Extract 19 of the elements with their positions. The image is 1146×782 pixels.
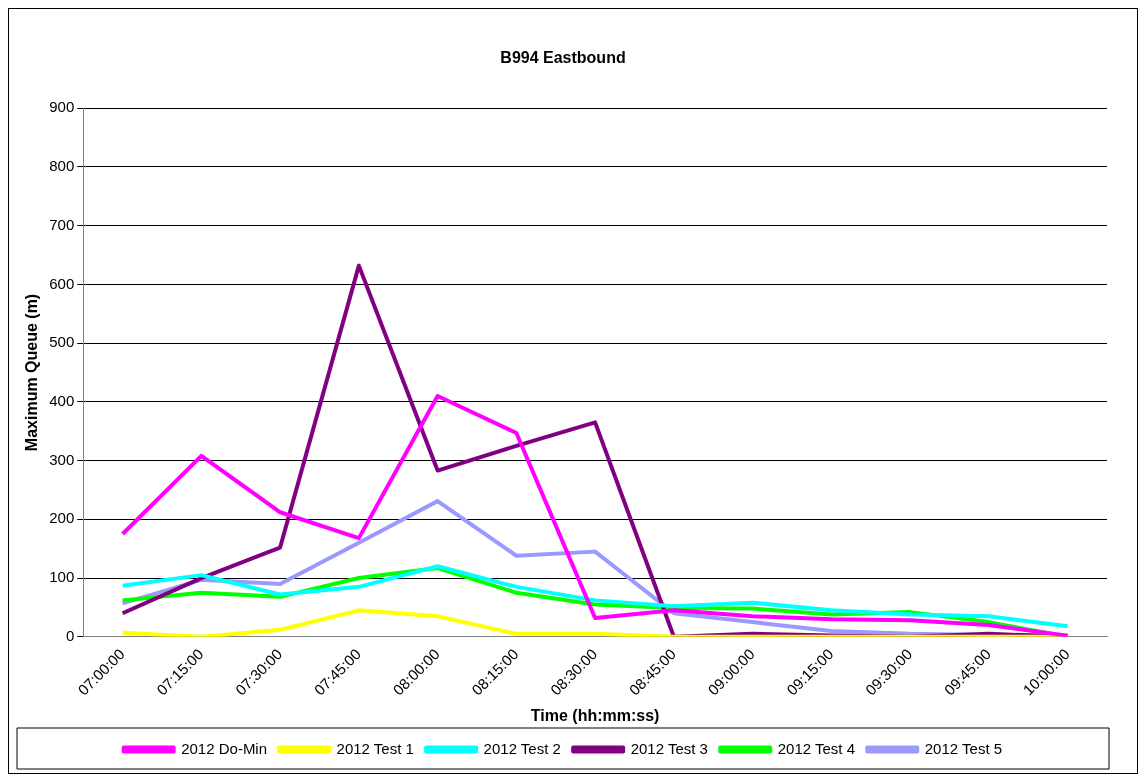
legend-label: 2012 Test 5 bbox=[924, 739, 1003, 757]
chart-title: B994 Eastbound bbox=[500, 49, 626, 67]
y-axis-title: Maximum Queue (m) bbox=[23, 293, 41, 452]
y-tick-label: 500 bbox=[49, 333, 75, 351]
y-tick-label: 0 bbox=[65, 626, 75, 644]
y-tick-label: 300 bbox=[49, 450, 75, 468]
legend-label: 2012 Test 4 bbox=[777, 739, 856, 757]
y-tick-label: 700 bbox=[49, 215, 75, 233]
legend-label: 2012 Test 2 bbox=[483, 739, 561, 757]
legend-label: 2012 Do-Min bbox=[181, 739, 268, 757]
y-tick-label: 100 bbox=[49, 568, 75, 586]
x-axis-title: Time (hh:mm:ss) bbox=[530, 706, 660, 724]
y-tick-label: 900 bbox=[49, 98, 75, 116]
y-tick-label: 800 bbox=[49, 157, 75, 175]
legend-label: 2012 Test 1 bbox=[336, 739, 414, 757]
y-tick-label: 200 bbox=[49, 509, 75, 527]
legend-label: 2012 Test 3 bbox=[630, 739, 708, 757]
y-tick-label: 600 bbox=[49, 274, 75, 292]
y-tick-label: 400 bbox=[49, 392, 75, 409]
